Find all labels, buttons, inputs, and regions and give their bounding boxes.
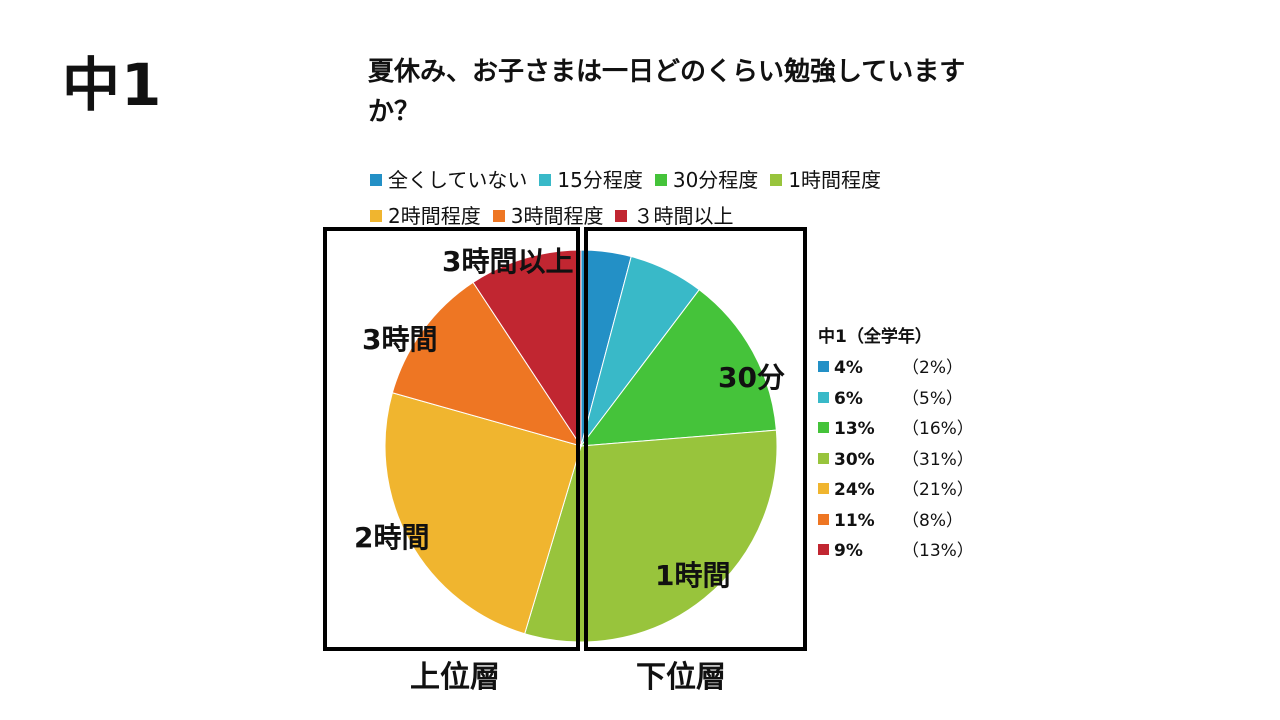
- percent-all-grades: （21%）: [902, 480, 974, 500]
- percent-row: 4% （2%）: [818, 353, 974, 384]
- percent-all-grades: （8%）: [902, 510, 963, 531]
- percent-swatch: [818, 483, 829, 494]
- legend-label: ３時間以上: [633, 204, 734, 228]
- legend-label: 2時間程度: [388, 204, 481, 228]
- percent-all-grades: （16%）: [902, 419, 974, 439]
- legend-swatch: [370, 210, 382, 222]
- percent-value: 30%: [834, 449, 875, 470]
- percent-all-grades: （13%）: [902, 541, 974, 561]
- legend-swatch: [492, 210, 505, 222]
- lower-group-box: [584, 227, 807, 651]
- percent-swatch: [818, 422, 829, 433]
- percent-value: 24%: [834, 480, 875, 500]
- legend: 全くしていない 15分程度 30分程度 1時間程度 2時間程度 3時間程度 ３時間以上: [370, 162, 1010, 234]
- legend-swatch: [370, 174, 382, 186]
- legend-label: 3時間程度: [510, 204, 604, 228]
- percent-value: 13%: [834, 419, 875, 439]
- upper-group-label: 上位層: [410, 660, 500, 695]
- legend-item-30min: 30分程度: [654, 162, 759, 198]
- slice-label-3h: 3時間: [362, 323, 438, 356]
- percent-swatch: [818, 361, 829, 372]
- slice-label-2h: 2時間: [354, 521, 430, 554]
- percent-all-grades: （5%）: [902, 388, 963, 409]
- percent-all-grades: （2%）: [902, 358, 963, 378]
- percent-table-title: 中1（全学年）: [818, 327, 932, 347]
- legend-label: 15分程度: [557, 168, 643, 192]
- legend-label: 30分程度: [672, 168, 759, 192]
- legend-item-none: 全くしていない: [370, 162, 527, 198]
- legend-item-3h-plus: ３時間以上: [615, 198, 733, 234]
- slice-label-3h-plus: 3時間以上: [442, 245, 574, 278]
- chart-title-line-1: 夏休み、お子さまは一日どのくらい勉強しています: [368, 57, 966, 87]
- percent-swatch: [818, 391, 829, 403]
- percent-table: 中1（全学年） 4% （2%） 6% （5%） 13% （16%） 30% （31%） …: [818, 322, 974, 567]
- upper-group-box: [323, 227, 580, 651]
- lower-group-label: 下位層: [636, 660, 726, 695]
- legend-item-15min: 15分程度: [539, 162, 643, 198]
- percent-row: 9% （13%）: [818, 536, 974, 567]
- percent-value: 4%: [834, 358, 863, 378]
- slice-label-30min: 30分: [718, 361, 785, 394]
- percent-value: 9%: [834, 541, 863, 561]
- slice-3h: [391, 281, 583, 447]
- legend-swatch: [770, 174, 783, 186]
- percent-swatch: [818, 544, 829, 555]
- percent-row: 11% （8%）: [818, 506, 974, 537]
- percent-row: 6% （5%）: [818, 384, 974, 415]
- legend-swatch: [539, 174, 552, 186]
- percent-value: 11%: [834, 510, 875, 531]
- percent-all-grades: （31%）: [902, 449, 974, 470]
- slice-2h: [384, 392, 582, 635]
- percent-swatch: [818, 452, 829, 464]
- slice-label-1h: 1時間: [655, 559, 731, 592]
- legend-item-1h: 1時間程度: [770, 162, 881, 198]
- legend-item-2h: 2時間程度: [370, 198, 481, 234]
- percent-swatch: [818, 513, 829, 525]
- legend-swatch: [615, 210, 628, 222]
- percent-row: 24% （21%）: [818, 475, 974, 506]
- grade-heading: 中1: [62, 51, 163, 119]
- slice-30min: [579, 289, 777, 447]
- chart-title: 夏休み、お子さまは一日どのくらい勉強しています か？: [368, 52, 1048, 132]
- legend-item-3h: 3時間程度: [492, 198, 604, 234]
- chart-title-line-2: か？: [368, 97, 421, 127]
- percent-value: 6%: [834, 388, 863, 409]
- legend-label: 1時間程度: [788, 168, 882, 192]
- percent-row: 13% （16%）: [818, 414, 974, 445]
- legend-swatch: [654, 174, 667, 186]
- legend-label: 全くしていない: [388, 168, 528, 192]
- percent-row: 30% （31%）: [818, 445, 974, 476]
